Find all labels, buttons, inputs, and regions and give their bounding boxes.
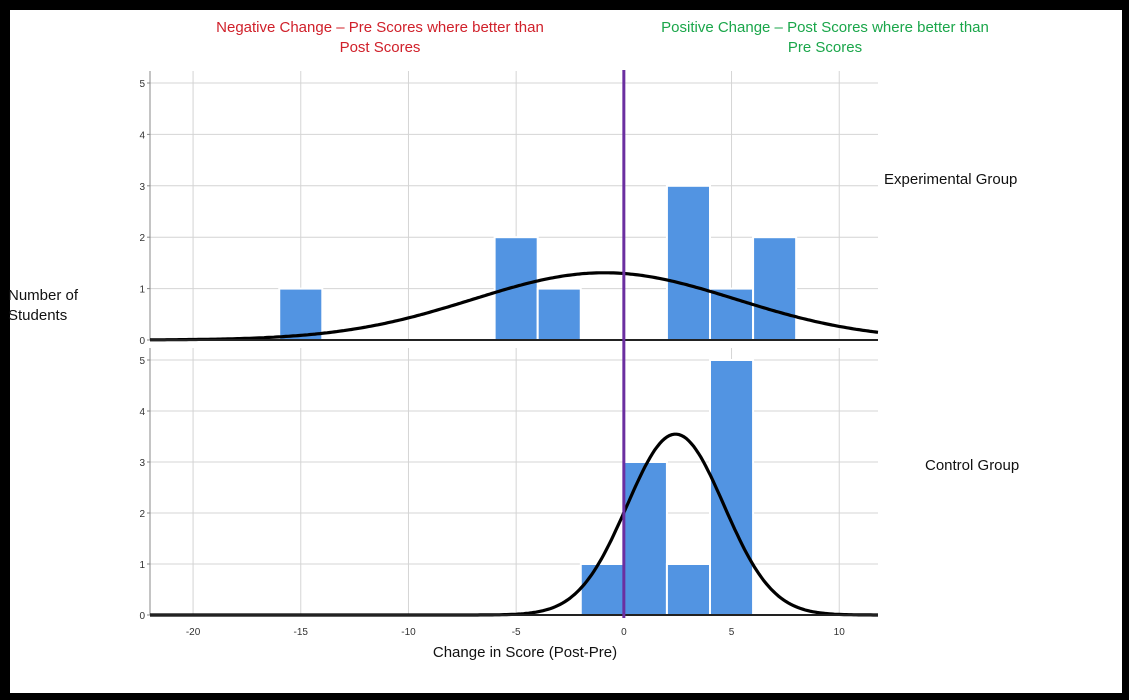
x-tick-label: -5 — [512, 627, 521, 638]
histogram-bar — [536, 287, 582, 342]
normal-curve — [150, 432, 878, 617]
experimental-panel: 0 1 2 3 4 5 — [139, 71, 879, 347]
experimental-group-label: Experimental Group — [884, 171, 1018, 188]
x-tick-label: -15 — [294, 627, 309, 638]
y-tick-label: 3 — [139, 458, 145, 469]
y-tick-label: 2 — [139, 509, 145, 520]
x-tick-label: 0 — [621, 627, 627, 638]
y-tick-label: 5 — [139, 79, 145, 90]
x-tick-label: -20 — [186, 627, 201, 638]
histogram-bar — [493, 236, 539, 341]
x-tick-label: -10 — [401, 627, 416, 638]
chart-frame — [10, 10, 1122, 693]
y-tick-label: 1 — [139, 285, 145, 296]
y-tick-label: 3 — [139, 182, 145, 193]
y-tick-label: 0 — [139, 336, 145, 347]
control-panel: 0 1 2 3 4 5 -20 -15 -10 -5 0 5 10 — [139, 348, 878, 638]
y-tick-label: 2 — [139, 233, 145, 244]
x-tick-label: 10 — [834, 627, 846, 638]
histogram-bar — [752, 236, 798, 341]
y-tick-label: 4 — [139, 407, 145, 418]
y-tick-label: 5 — [139, 356, 145, 367]
y-tick-label: 0 — [139, 611, 145, 622]
x-tick-label: 5 — [729, 627, 735, 638]
y-axis-label: Number of Students — [8, 287, 79, 324]
histogram-bar — [579, 563, 625, 616]
histogram-bar — [665, 563, 712, 616]
y-tick-label: 4 — [139, 130, 145, 141]
positive-change-annotation: Positive Change – Post Scores where bett… — [661, 19, 989, 56]
histogram-bar — [622, 461, 668, 616]
control-group-label: Control Group — [925, 457, 1020, 474]
histogram-bar — [665, 184, 712, 341]
normal-curve — [150, 271, 879, 342]
y-tick-label: 1 — [139, 560, 145, 571]
negative-change-annotation: Negative Change – Pre Scores where bette… — [216, 19, 544, 56]
histogram-bar — [278, 287, 324, 342]
x-axis-label: Change in Score (Post-Pre) — [432, 644, 618, 661]
